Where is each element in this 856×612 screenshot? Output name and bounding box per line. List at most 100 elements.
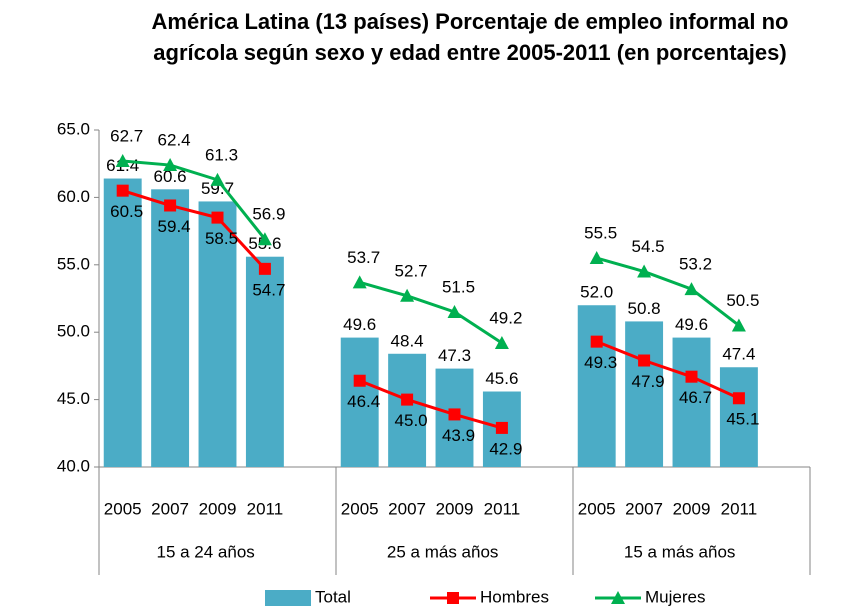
marker — [732, 392, 745, 405]
marker — [494, 335, 509, 349]
x-tick-label: 2011 — [247, 499, 284, 518]
value-label: 60.5 — [110, 202, 143, 221]
marker — [400, 288, 415, 302]
value-label: 46.7 — [679, 388, 712, 407]
value-label: 53.2 — [679, 255, 712, 274]
marker — [684, 282, 699, 296]
value-label: 50.8 — [628, 299, 661, 318]
line — [122, 159, 267, 241]
marker — [258, 262, 271, 275]
value-label: 54.7 — [252, 280, 285, 299]
value-label: 42.9 — [489, 439, 522, 458]
marker — [401, 393, 414, 406]
marker — [210, 172, 225, 186]
bar — [245, 256, 284, 467]
value-label: 47.9 — [632, 372, 665, 391]
y-tick-label: 45.0 — [57, 389, 90, 408]
x-tick-label: 2007 — [151, 499, 189, 518]
marker — [163, 158, 178, 172]
value-label: 52.0 — [580, 283, 613, 302]
y-tick-label: 40.0 — [57, 456, 90, 475]
line — [359, 280, 503, 345]
y-tick-label: 60.0 — [57, 187, 90, 206]
marker — [115, 154, 130, 168]
value-label: 49.3 — [584, 353, 617, 372]
x-tick-label: 2011 — [721, 499, 758, 518]
marker — [731, 318, 746, 332]
value-label: 43.9 — [442, 426, 475, 445]
value-label: 45.0 — [395, 411, 428, 430]
value-label: 58.5 — [205, 229, 238, 248]
value-label: 61.3 — [205, 145, 238, 164]
marker — [637, 264, 652, 278]
marker — [638, 354, 651, 367]
group-label: 15 a 24 años — [156, 542, 254, 561]
marker — [589, 251, 604, 265]
value-label: 47.3 — [438, 346, 471, 365]
marker — [495, 421, 508, 434]
x-tick-label: 2007 — [625, 499, 663, 518]
value-label: 55.5 — [584, 224, 617, 243]
value-label: 47.4 — [722, 345, 755, 364]
marker — [164, 199, 177, 212]
bar — [151, 189, 190, 467]
value-label: 48.4 — [391, 331, 424, 350]
bar — [625, 321, 664, 467]
y-tick-label: 50.0 — [57, 322, 90, 341]
value-label: 53.7 — [347, 248, 380, 267]
y-tick-label: 55.0 — [57, 254, 90, 273]
bar — [103, 178, 142, 467]
line — [122, 189, 267, 270]
x-tick-label: 2009 — [673, 499, 711, 518]
group-label: 25 a más años — [387, 542, 499, 561]
marker — [448, 408, 461, 421]
legend-label: Total — [315, 587, 351, 606]
chart-title: América Latina (13 países) Porcentaje de… — [151, 9, 789, 65]
legend-label: Mujeres — [645, 587, 705, 606]
value-label: 56.9 — [252, 205, 285, 224]
legend-marker — [611, 591, 625, 604]
marker — [685, 370, 698, 383]
bar — [388, 353, 427, 467]
value-label: 49.2 — [489, 308, 522, 327]
group-label: 15 a más años — [624, 542, 736, 561]
value-label: 49.6 — [343, 315, 376, 334]
y-tick-label: 65.0 — [57, 119, 90, 138]
value-label: 50.5 — [726, 291, 759, 310]
value-label: 59.7 — [201, 179, 234, 198]
value-label: 51.5 — [442, 277, 475, 296]
value-label: 60.6 — [154, 167, 187, 186]
bar — [198, 201, 237, 467]
value-label: 52.7 — [395, 261, 428, 280]
marker — [257, 232, 272, 246]
value-label: 46.4 — [347, 392, 380, 411]
value-label: 62.7 — [110, 126, 143, 145]
legend-marker — [447, 592, 459, 604]
x-tick-label: 2005 — [341, 499, 379, 518]
value-label: 49.6 — [675, 315, 708, 334]
value-label: 59.4 — [158, 217, 191, 236]
marker — [447, 304, 462, 318]
line — [359, 379, 503, 430]
x-tick-label: 2011 — [484, 499, 521, 518]
marker — [590, 335, 603, 348]
bar — [719, 367, 758, 467]
value-label: 54.5 — [632, 237, 665, 256]
bar — [340, 337, 379, 467]
marker — [116, 184, 129, 197]
line — [596, 340, 740, 400]
x-tick-label: 2009 — [199, 499, 237, 518]
x-tick-label: 2005 — [104, 499, 142, 518]
marker — [352, 275, 367, 289]
x-tick-label: 2009 — [436, 499, 474, 518]
legend-label: Hombres — [480, 587, 549, 606]
x-tick-label: 2005 — [578, 499, 616, 518]
marker — [211, 211, 224, 224]
value-label: 62.4 — [158, 131, 191, 150]
bar — [672, 337, 711, 467]
legend-swatch — [265, 590, 311, 606]
bar — [577, 305, 616, 467]
value-label: 45.1 — [726, 410, 759, 429]
